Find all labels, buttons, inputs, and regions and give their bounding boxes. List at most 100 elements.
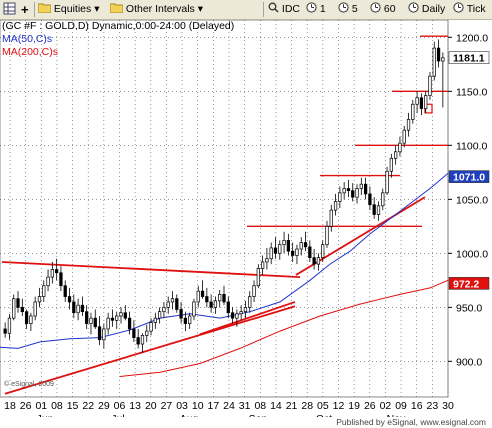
candle-body — [411, 103, 415, 120]
candle-body — [29, 315, 33, 324]
candle-body — [295, 248, 299, 256]
grid-icon[interactable] — [3, 2, 16, 17]
candle-body — [183, 317, 188, 324]
candle-body — [192, 301, 196, 317]
candle-body — [368, 193, 372, 206]
candle-body — [402, 129, 406, 144]
candle-body — [188, 315, 192, 324]
candle-body — [441, 57, 445, 62]
candle-body — [76, 304, 80, 314]
other-intervals-menu[interactable]: Other Intervals ▾ — [109, 2, 203, 17]
x-tick-label: 18 — [4, 400, 16, 412]
candle-body — [42, 285, 46, 297]
y-tick-label: 950.0 — [456, 302, 482, 314]
candle-body — [123, 312, 127, 319]
candle-body — [436, 47, 441, 62]
candle-body — [432, 47, 436, 77]
y-tick-label: 900.0 — [456, 356, 482, 368]
interval-1-button[interactable]: 1 — [306, 2, 326, 17]
trendline — [199, 301, 296, 336]
x-tick-label: 08 — [51, 400, 63, 412]
candle-body — [381, 192, 385, 207]
x-tick-label: 06 — [114, 400, 126, 412]
clock-icon — [408, 2, 419, 13]
candle-body — [235, 313, 239, 319]
last-price-badge-bg — [448, 51, 490, 65]
interval-5-button[interactable]: 5 — [338, 2, 358, 17]
candle-body — [286, 240, 291, 252]
candle-body — [299, 242, 303, 250]
candle-body — [419, 97, 424, 109]
y-axis: 900.0 950.0 1000.0 1050.0 1100.0 1150.0 1200.0 — [448, 32, 488, 368]
x-tick-label: 02 — [380, 400, 392, 412]
watermark: © eSignal, 2009 — [4, 380, 54, 388]
x-axis: 18 26 01 08 15 22 29 06 13 20 27 03 10 17 24 31 08 14 21 28… — [4, 400, 454, 417]
plot-area — [0, 20, 449, 398]
candle-body — [312, 257, 316, 265]
idc-button[interactable]: IDC — [268, 2, 300, 17]
month-label: Jun — [37, 413, 54, 417]
y-tick-label: 1100.0 — [456, 140, 487, 152]
x-tick-label: 31 — [239, 400, 251, 412]
ma200-line — [119, 279, 449, 377]
candle-body — [209, 301, 213, 308]
x-tick-label: 15 — [67, 400, 79, 412]
candle-body — [46, 276, 50, 287]
candle-body — [16, 298, 20, 308]
clock-icon — [453, 2, 464, 13]
x-tick-label: 22 — [82, 400, 94, 412]
x-tick-label: 13 — [129, 400, 141, 412]
folder-icon — [109, 3, 124, 14]
x-tick-label: 26 — [20, 400, 32, 412]
candle-body — [321, 244, 325, 259]
candle-body — [67, 296, 72, 303]
interval-daily-button[interactable]: Daily — [408, 2, 445, 17]
candle-body — [55, 269, 59, 274]
clock-icon — [306, 2, 317, 13]
candle-body — [59, 272, 63, 287]
month-label: Oct — [316, 413, 332, 417]
candle-body — [72, 301, 76, 314]
y-tick-label: 1050.0 — [456, 194, 488, 206]
candle-body — [363, 183, 368, 195]
ma50-legend: MA(50,C)s — [2, 33, 53, 45]
interval-tick-button[interactable]: Tick — [453, 2, 486, 17]
x-tick-label: 10 — [192, 400, 204, 412]
x-tick-label: 20 — [145, 400, 157, 412]
candle-body — [342, 188, 346, 194]
ma200-badge-text: 972.2 — [453, 278, 479, 290]
plus-icon[interactable]: + — [21, 2, 29, 17]
candle-body — [359, 183, 363, 189]
candle-body — [316, 257, 321, 265]
x-tick-label: 16 — [411, 400, 423, 412]
candle-body — [394, 151, 398, 159]
x-tick-label: 12 — [333, 400, 345, 412]
candle-body — [428, 75, 432, 96]
y-tick-label: 1200.0 — [456, 32, 488, 44]
chart-grid — [0, 20, 449, 397]
candle-body — [97, 326, 102, 341]
candle-body — [132, 328, 136, 338]
candle-body — [346, 188, 351, 192]
x-tick-label: 29 — [98, 400, 110, 412]
candle-body — [145, 330, 149, 336]
price-chart[interactable]: 900.0 950.0 1000.0 1050.0 1100.0 1150.0 1200.0… — [0, 20, 492, 417]
clock-icon — [370, 2, 381, 13]
equities-menu[interactable]: Equities ▾ — [37, 2, 99, 17]
interval-60-button[interactable]: 60 — [370, 2, 396, 17]
x-tick-label: 17 — [208, 400, 220, 412]
candle-body — [20, 306, 24, 313]
candle-body — [196, 290, 200, 303]
candle-body — [338, 192, 342, 202]
candle-body — [230, 312, 235, 319]
horizontal-levels — [247, 35, 448, 227]
candle-body — [63, 285, 67, 297]
footer-text: Published by eSignal, www.esignal.com — [336, 417, 486, 427]
candle-body — [222, 294, 226, 303]
candle-body — [218, 294, 222, 302]
ma50-badge-bg — [448, 170, 490, 183]
price-badges: 1181.1 1071.0 972.2 — [448, 51, 490, 290]
candle-body — [329, 209, 333, 227]
month-label: Aug — [180, 413, 199, 417]
